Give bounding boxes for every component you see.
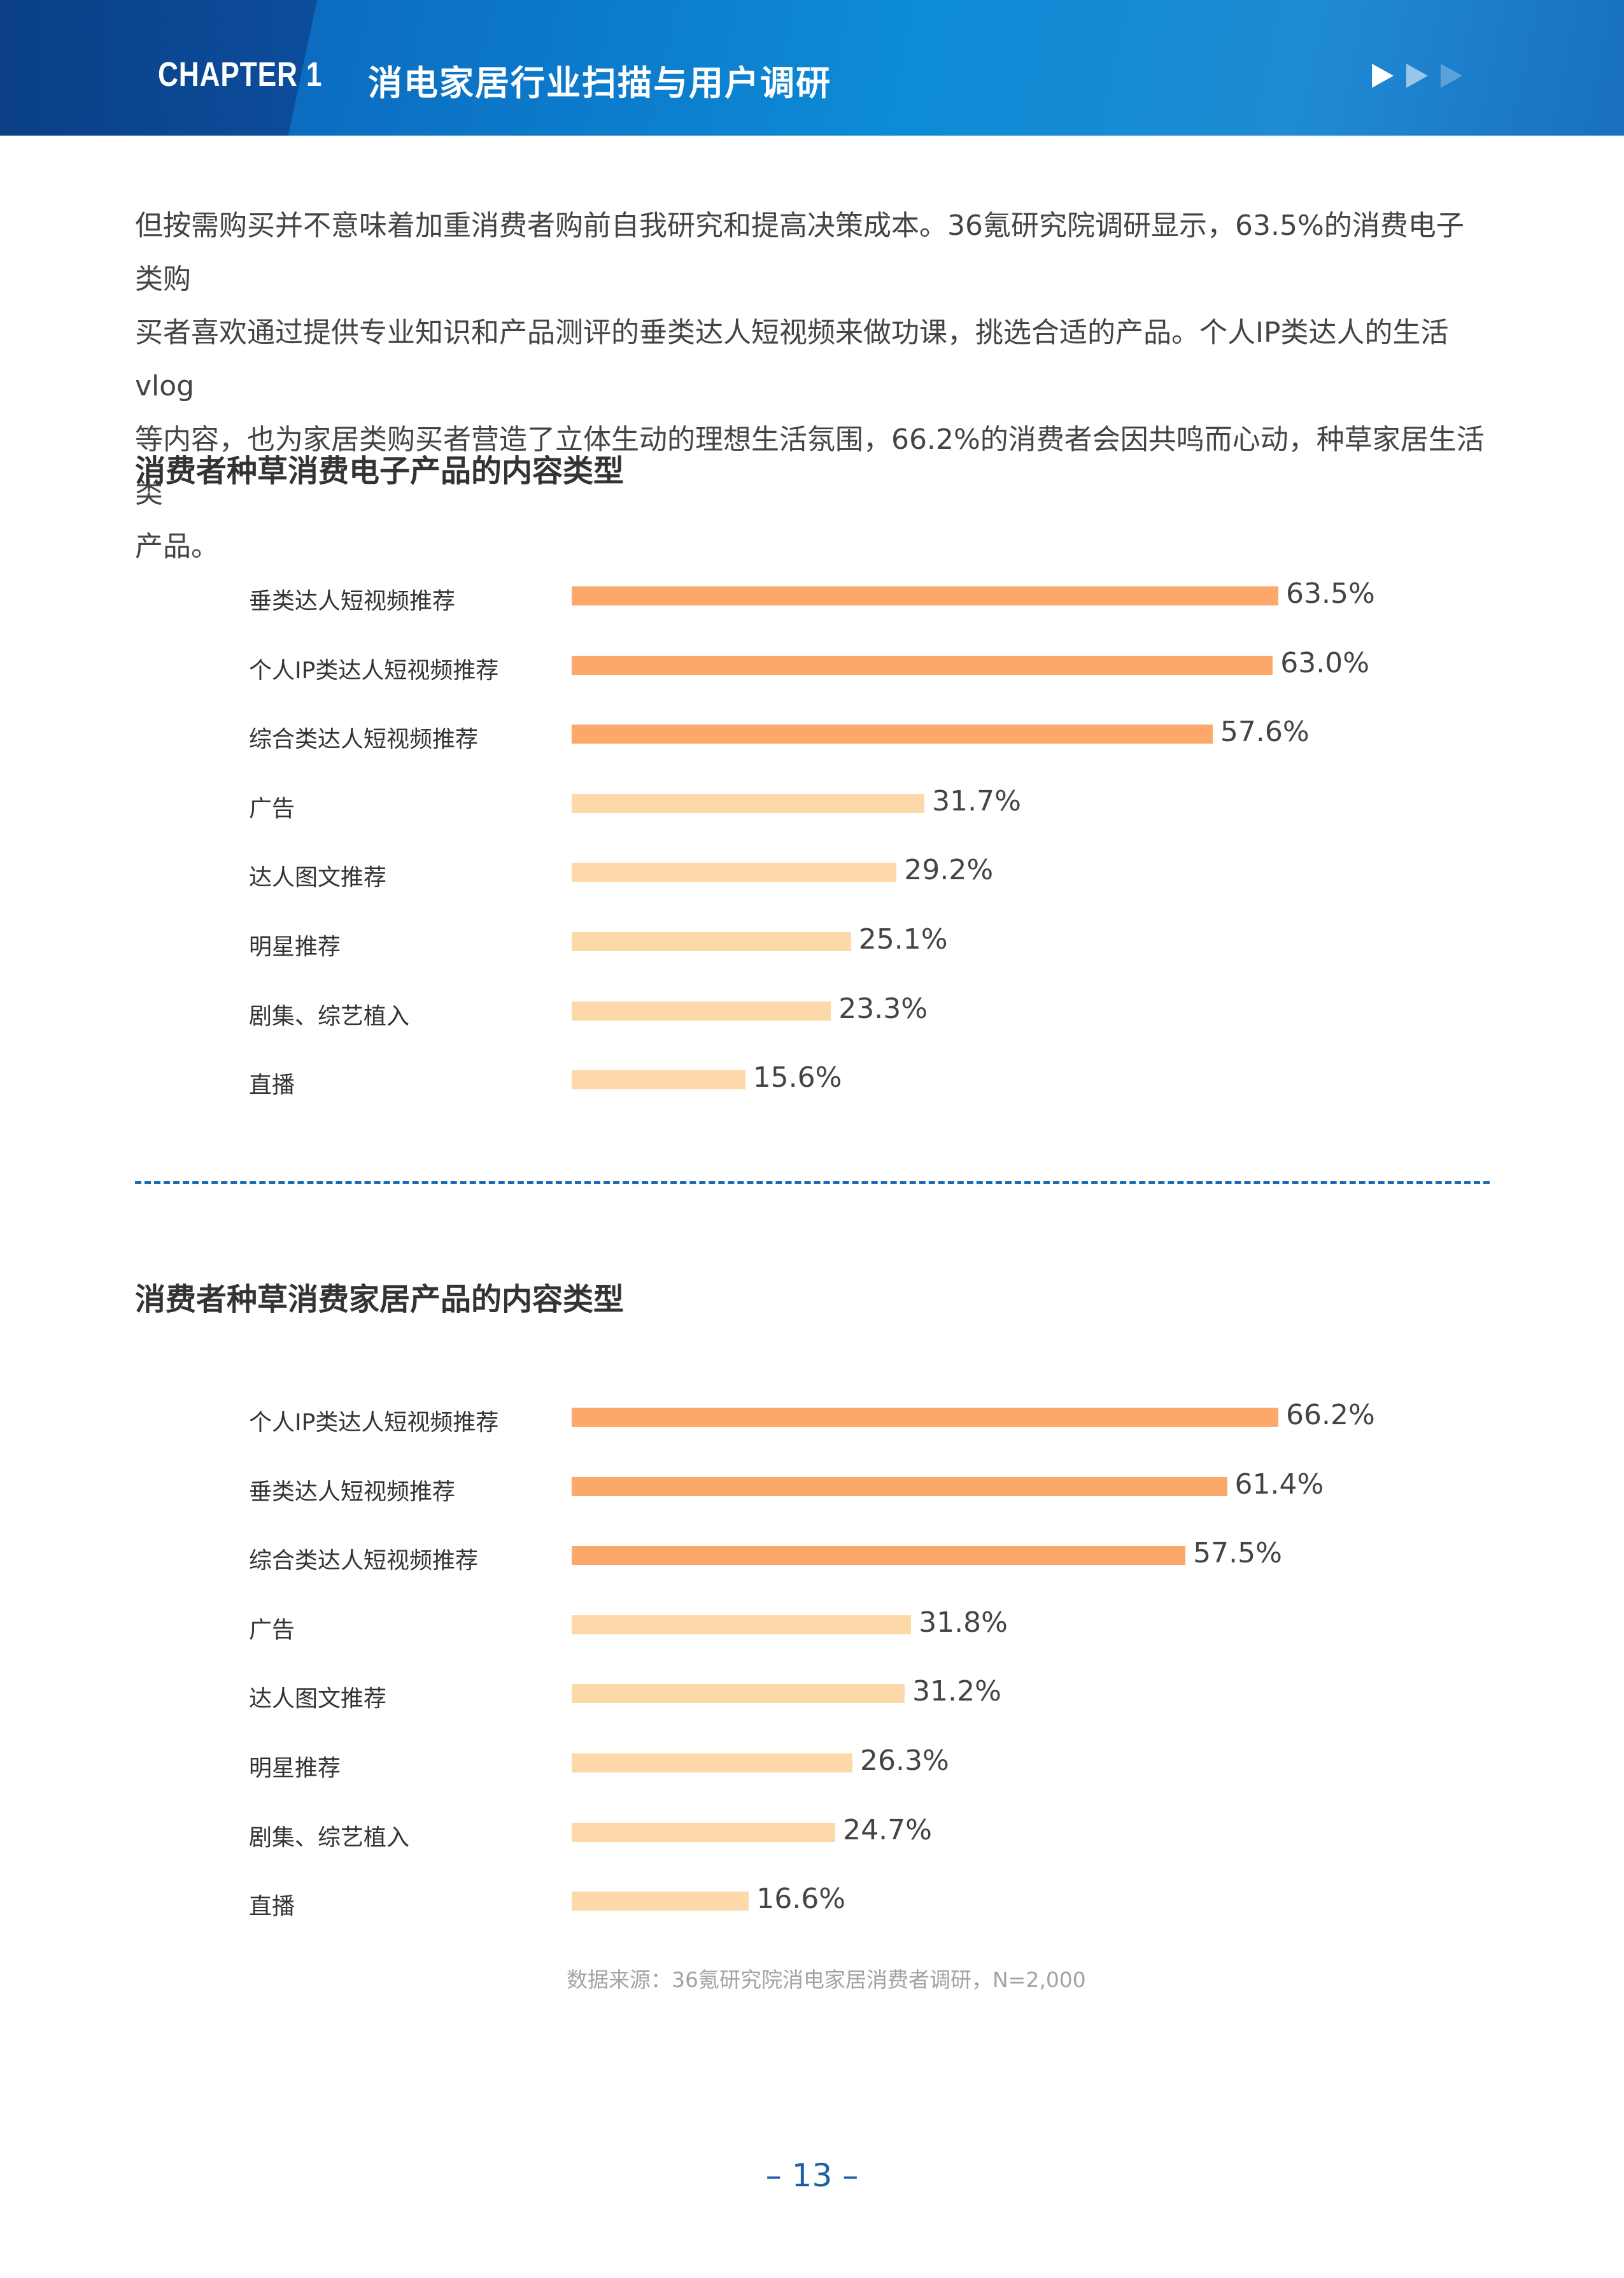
bar [572,655,1273,675]
value-label: 57.6% [1220,716,1310,749]
bar [572,1822,836,1842]
bar [572,1684,905,1704]
bar [572,932,851,951]
category-label: 广告 [249,795,295,822]
bar-row: 综合类达人短视频推荐 57.5% [0,1537,1624,1575]
category-label: 垂类达人短视频推荐 [249,1478,456,1505]
bar [572,1615,912,1634]
play-arrow-icon [1406,64,1428,88]
bar-row: 广告 31.7% [0,785,1624,823]
bar [572,1753,852,1772]
chapter-label: CHAPTER 1 [158,55,323,94]
value-label: 24.7% [843,1813,932,1846]
bar-row: 达人图文推荐 31.2% [0,1675,1624,1713]
value-label: 31.2% [912,1675,1001,1708]
category-label: 达人图文推荐 [249,865,387,891]
value-label: 23.3% [838,992,928,1025]
intro-line: 产品。 [135,530,219,563]
bar-row: 直播 16.6% [0,1883,1624,1921]
bar-row: 明星推荐 26.3% [0,1744,1624,1783]
intro-line: 买者喜欢通过提供专业知识和产品测评的垂类达人短视频来做功课，挑选合适的产品。个人… [135,316,1449,402]
category-label: 个人IP类达人短视频推荐 [249,1410,499,1436]
category-label: 垂类达人短视频推荐 [249,588,456,614]
value-label: 31.8% [919,1606,1008,1639]
value-label: 26.3% [859,1744,949,1777]
chart-title-electronics: 消费者种草消费电子产品的内容类型 [135,453,625,489]
category-label: 明星推荐 [249,1755,341,1781]
page-number: – 13 – [765,2157,859,2194]
bar [572,1476,1227,1496]
category-label: 个人IP类达人短视频推荐 [249,657,499,684]
category-label: 直播 [249,1072,295,1099]
bar-row: 广告 31.8% [0,1606,1624,1645]
bar-row: 剧集、综艺植入 23.3% [0,993,1624,1031]
bar [572,1546,1186,1566]
bar [572,1070,745,1090]
value-label: 31.7% [932,784,1021,817]
bar-row: 垂类达人短视频推荐 61.4% [0,1468,1624,1506]
intro-line: 但按需购买并不意味着加重消费者购前自我研究和提高决策成本。36氪研究院调研显示，… [135,209,1464,295]
bar-row: 个人IP类达人短视频推荐 66.2% [0,1399,1624,1437]
bar [572,725,1213,744]
category-label: 剧集、综艺植入 [249,1824,410,1851]
intro-line: 等内容，也为家居类购买者营造了立体生动的理想生活氛围，66.2%的消费者会因共鸣… [135,423,1485,509]
bar-row: 直播 15.6% [0,1061,1624,1100]
bar-row: 垂类达人短视频推荐 63.5% [0,577,1624,616]
bar [572,1892,749,1911]
header-title: 消电家居行业扫描与用户调研 [368,63,831,103]
chart-title-home: 消费者种草消费家居产品的内容类型 [135,1282,625,1317]
play-arrow-icon [1441,64,1462,88]
value-label: 61.4% [1234,1468,1324,1501]
bar-row: 个人IP类达人短视频推荐 63.0% [0,647,1624,685]
section-divider [135,1181,1490,1184]
page-header: CHAPTER 1 消电家居行业扫描与用户调研 [0,0,1624,136]
play-arrow-icon [1372,64,1394,88]
category-label: 剧集、综艺植入 [249,1003,410,1029]
value-label: 15.6% [752,1061,842,1094]
category-label: 综合类达人短视频推荐 [249,726,479,753]
value-label: 63.0% [1280,646,1370,679]
bar [572,1408,1278,1427]
intro-paragraph: 但按需购买并不意味着加重消费者购前自我研究和提高决策成本。36氪研究院调研显示，… [135,199,1490,574]
bar-row: 综合类达人短视频推荐 57.6% [0,716,1624,754]
bar [572,793,925,813]
category-label: 达人图文推荐 [249,1686,387,1713]
category-label: 直播 [249,1893,295,1920]
value-label: 29.2% [904,854,994,887]
value-label: 25.1% [858,923,948,956]
data-source-note: 数据来源：36氪研究院消电家居消费者调研，N=2,000 [567,1967,1086,1992]
category-label: 综合类达人短视频推荐 [249,1548,479,1574]
category-label: 明星推荐 [249,934,341,960]
bar [572,1001,831,1021]
bar-row: 剧集、综艺植入 24.7% [0,1814,1624,1852]
value-label: 57.5% [1193,1537,1282,1570]
bar [572,586,1278,605]
value-label: 66.2% [1286,1399,1375,1431]
bar-row: 达人图文推荐 29.2% [0,854,1624,892]
value-label: 63.5% [1286,577,1375,610]
bar-row: 明星推荐 25.1% [0,923,1624,961]
header-arrows [1372,64,1462,88]
value-label: 16.6% [756,1883,846,1916]
bar [572,863,897,882]
category-label: 广告 [249,1617,295,1643]
